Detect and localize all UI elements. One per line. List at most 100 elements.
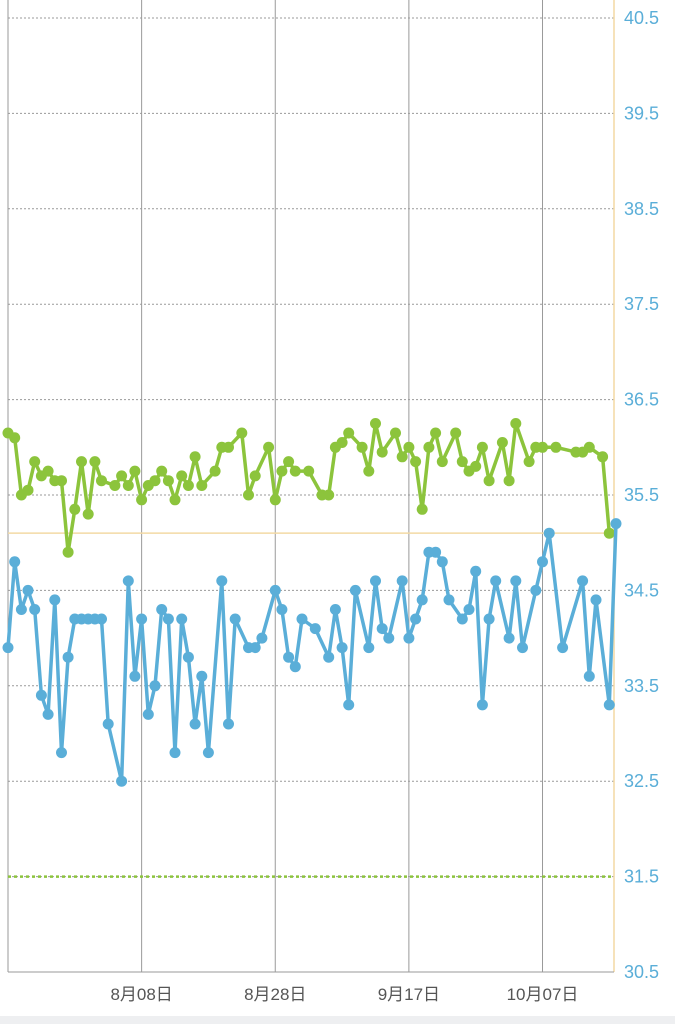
data-point xyxy=(283,651,295,663)
data-point xyxy=(603,527,615,539)
data-point xyxy=(256,632,268,644)
data-point xyxy=(56,475,67,487)
data-point xyxy=(436,456,448,468)
data-point xyxy=(223,441,234,453)
data-point xyxy=(189,451,201,463)
data-point xyxy=(543,527,555,539)
data-point xyxy=(169,747,181,759)
data-point xyxy=(583,441,595,453)
data-point xyxy=(483,613,495,625)
data-point xyxy=(410,613,422,625)
data-point xyxy=(189,718,201,730)
data-point xyxy=(276,465,288,477)
data-point xyxy=(443,594,455,606)
data-point xyxy=(62,651,74,663)
data-point xyxy=(503,475,515,487)
data-point xyxy=(336,437,348,448)
data-point xyxy=(269,584,281,596)
data-point xyxy=(102,718,114,730)
data-point xyxy=(403,632,415,644)
y-tick-label: 37.5 xyxy=(624,294,659,314)
reference-lines xyxy=(8,532,614,878)
data-point xyxy=(363,642,375,654)
data-point xyxy=(470,565,482,577)
data-point xyxy=(410,456,422,468)
data-point xyxy=(363,465,375,477)
data-point xyxy=(76,456,87,468)
data-point xyxy=(577,575,589,587)
data-point xyxy=(416,594,428,606)
data-point xyxy=(430,427,442,439)
data-point xyxy=(396,575,408,587)
data-point xyxy=(450,427,462,439)
data-point xyxy=(276,604,288,615)
series-line xyxy=(6,421,612,554)
data-point xyxy=(323,489,335,501)
data-point xyxy=(590,594,602,606)
data-point xyxy=(62,546,74,558)
data-point xyxy=(296,613,308,625)
data-point xyxy=(42,465,54,477)
series-0 xyxy=(2,418,615,558)
data-point xyxy=(169,494,181,506)
data-point xyxy=(336,642,348,654)
data-point xyxy=(550,441,562,453)
data-point xyxy=(162,475,174,487)
data-point xyxy=(496,437,508,448)
data-point xyxy=(149,475,161,487)
series-1 xyxy=(2,518,622,787)
data-point xyxy=(149,680,161,692)
data-point xyxy=(610,518,622,530)
data-point xyxy=(96,475,107,487)
y-tick-label: 34.5 xyxy=(624,580,659,600)
data-point xyxy=(49,594,61,606)
data-point xyxy=(29,456,41,468)
y-tick-label: 36.5 xyxy=(624,390,659,410)
y-tick-label: 38.5 xyxy=(624,199,659,219)
data-point xyxy=(329,604,341,615)
data-point xyxy=(263,441,275,453)
data-point xyxy=(430,546,442,558)
data-point xyxy=(390,427,401,439)
data-point xyxy=(2,642,14,654)
data-point xyxy=(283,456,295,468)
data-point xyxy=(122,575,134,587)
data-point xyxy=(323,651,335,663)
data-point xyxy=(223,718,234,730)
data-point xyxy=(109,480,121,491)
data-point xyxy=(370,575,381,587)
data-point xyxy=(303,465,315,477)
x-tick-label: 9月17日 xyxy=(378,985,440,1004)
data-point xyxy=(142,708,154,720)
data-point xyxy=(370,418,381,429)
data-point xyxy=(476,441,488,453)
data-point xyxy=(269,494,281,506)
data-point xyxy=(22,584,34,596)
data-point xyxy=(597,451,609,463)
data-point xyxy=(249,470,261,482)
data-point xyxy=(136,613,148,625)
y-tick-label: 35.5 xyxy=(624,485,659,505)
x-tick-label: 8月28日 xyxy=(244,985,306,1004)
data-point xyxy=(343,427,355,439)
data-point xyxy=(436,556,448,568)
data-point xyxy=(69,503,81,515)
data-point xyxy=(22,484,34,496)
data-point xyxy=(156,465,168,477)
data-point xyxy=(182,651,194,663)
data-point xyxy=(537,441,548,453)
data-point xyxy=(229,613,241,625)
data-point xyxy=(423,441,435,453)
data-point xyxy=(176,613,188,625)
data-point xyxy=(129,670,141,682)
data-point xyxy=(376,623,388,635)
grid-lines xyxy=(7,0,615,973)
x-axis-ticks: 8月08日 8月28日 9月17日 10月07日 xyxy=(110,985,578,1004)
data-point xyxy=(537,556,548,568)
data-point xyxy=(35,689,47,701)
data-point xyxy=(129,465,141,477)
data-point xyxy=(182,480,194,491)
data-point xyxy=(510,575,522,587)
data-point xyxy=(530,584,542,596)
